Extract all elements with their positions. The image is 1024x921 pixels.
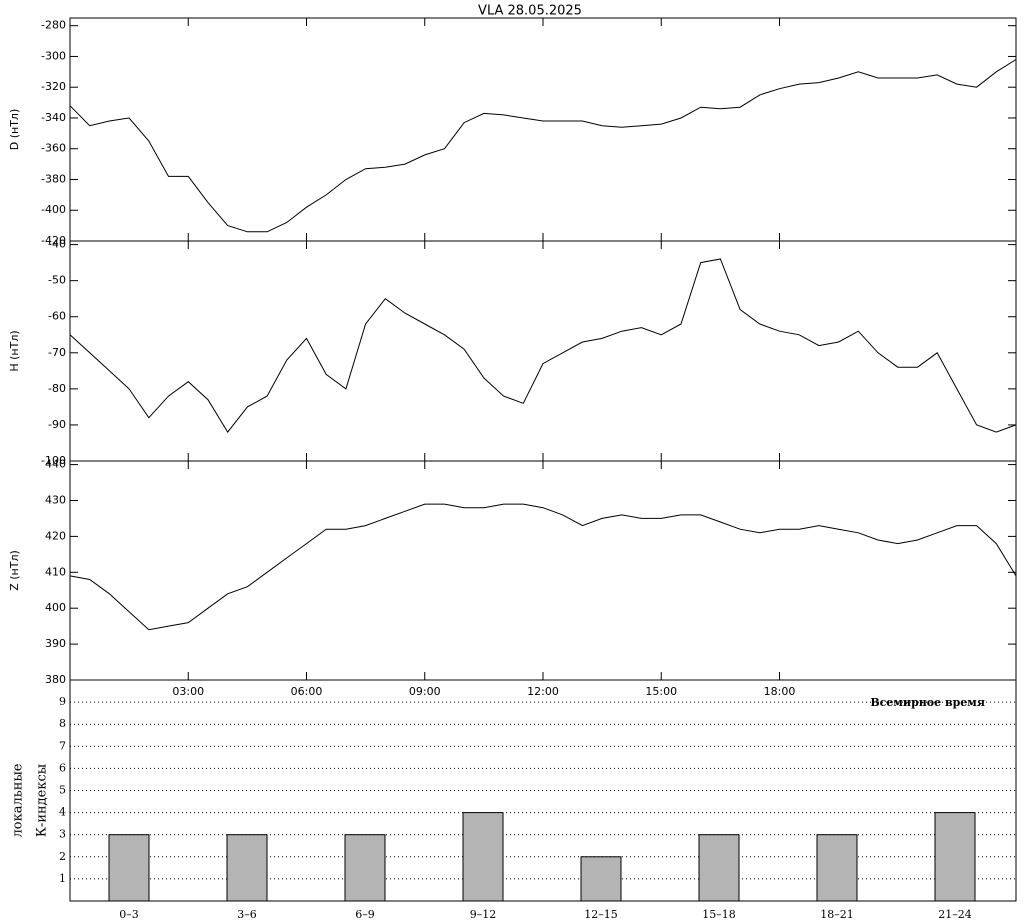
data-line xyxy=(69,258,1017,433)
y-tick-label: 1 xyxy=(59,872,66,885)
y-tick-label: 4 xyxy=(59,806,66,819)
y-axis-label: локальные xyxy=(11,763,26,837)
x-tick-label: 3–6 xyxy=(237,908,257,921)
panel-frame xyxy=(69,460,1017,681)
y-tick-label: -80 xyxy=(48,382,66,395)
y-tick-label: 5 xyxy=(59,784,66,797)
bar xyxy=(344,834,386,902)
y-tick-label: -300 xyxy=(41,49,66,62)
x-tick-label: 09:00 xyxy=(409,685,441,698)
y-tick-label: 430 xyxy=(45,493,66,506)
y-tick-label: 9 xyxy=(59,695,66,708)
bar xyxy=(698,834,740,902)
y-tick-label: -70 xyxy=(48,346,66,359)
y-axis-label: D (нТл) xyxy=(8,109,21,151)
y-tick-label: 410 xyxy=(45,565,66,578)
y-tick-label: -100 xyxy=(41,454,66,467)
x-tick-label: 12:00 xyxy=(527,685,559,698)
y-tick-label: -320 xyxy=(41,80,66,93)
x-tick-label: 21–24 xyxy=(938,908,972,921)
y-tick-label: -360 xyxy=(41,142,66,155)
y-tick-label: 3 xyxy=(59,828,66,841)
y-tick-label: 420 xyxy=(45,529,66,542)
data-line xyxy=(69,503,1017,631)
y-axis-label: Z (нТл) xyxy=(8,550,21,591)
chart-title: VLA 28.05.2025 xyxy=(478,4,582,19)
data-line xyxy=(69,59,1017,233)
x-tick-label: 06:00 xyxy=(291,685,323,698)
x-tick-label: 03:00 xyxy=(172,685,204,698)
bar xyxy=(816,834,858,902)
y-tick-label: 390 xyxy=(45,637,66,650)
y-tick-label: -50 xyxy=(48,274,66,287)
x-tick-label: 12–15 xyxy=(584,908,618,921)
x-tick-label: 18–21 xyxy=(820,908,854,921)
x-axis-label: Всемирное время xyxy=(870,696,985,709)
y-tick-label: -340 xyxy=(41,111,66,124)
x-tick-label: 15:00 xyxy=(645,685,677,698)
x-tick-label: 9–12 xyxy=(470,908,497,921)
y-tick-label: -420 xyxy=(41,234,66,247)
bar xyxy=(226,834,268,902)
y-tick-label: -60 xyxy=(48,310,66,323)
bar xyxy=(108,834,150,902)
y-tick-label: 8 xyxy=(59,717,66,730)
y-tick-label: 6 xyxy=(59,761,66,774)
y-tick-label: -90 xyxy=(48,418,66,431)
y-tick-label: 400 xyxy=(45,601,66,614)
y-tick-label: 440 xyxy=(45,458,66,471)
y-tick-label: 7 xyxy=(59,739,66,752)
y-tick-label: 2 xyxy=(59,850,66,863)
x-tick-label: 0–3 xyxy=(119,908,139,921)
y-axis-label: К-индексы xyxy=(35,764,50,837)
y-tick-label: -380 xyxy=(41,172,66,185)
x-tick-label: 18:00 xyxy=(764,685,796,698)
panel-frame xyxy=(69,240,1017,462)
y-tick-label: -280 xyxy=(41,19,66,32)
x-tick-label: 6–9 xyxy=(355,908,375,921)
bar xyxy=(462,812,504,902)
x-tick-label: 15–18 xyxy=(702,908,736,921)
y-tick-label: -400 xyxy=(41,203,66,216)
y-axis-label: H (нТл) xyxy=(8,330,21,371)
bar xyxy=(580,856,622,902)
bar xyxy=(934,812,976,902)
y-tick-label: -40 xyxy=(48,238,66,251)
y-tick-label: 380 xyxy=(45,673,66,686)
